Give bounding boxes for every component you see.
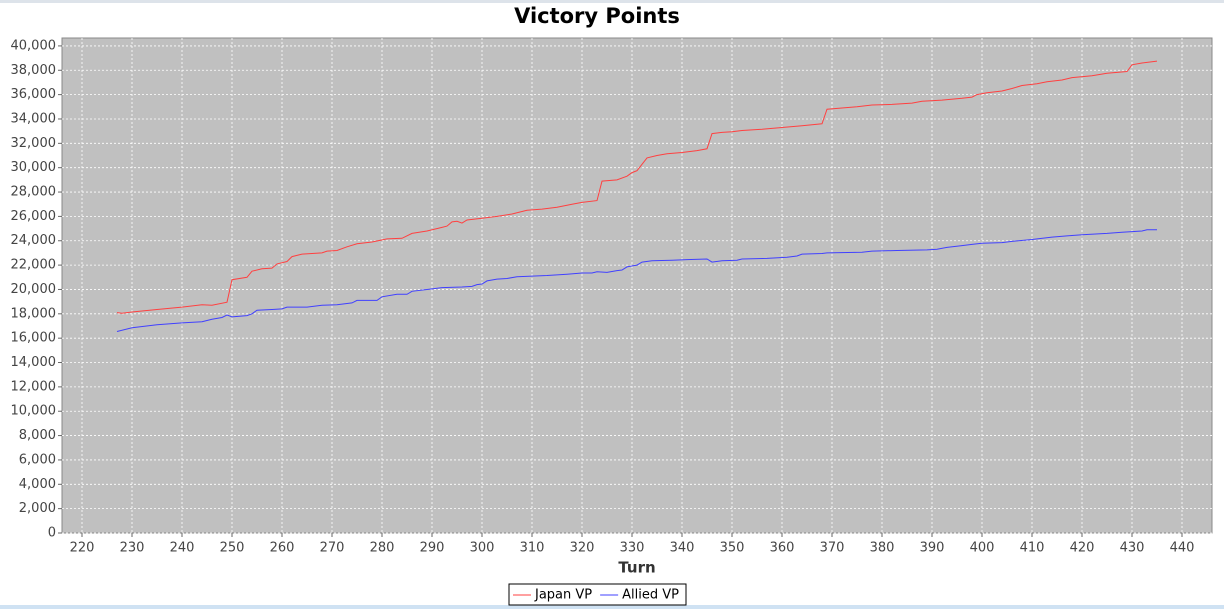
x-tick-label: 250	[220, 541, 245, 556]
y-tick-label: 6,000	[19, 452, 56, 467]
y-tick-label: 18,000	[11, 306, 57, 321]
y-tick-label: 14,000	[11, 355, 57, 370]
legend-label: Allied VP	[622, 588, 679, 603]
x-tick-label: 290	[420, 541, 445, 556]
x-tick-label: 220	[70, 541, 95, 556]
series-line	[116, 229, 1157, 332]
x-tick-label: 310	[520, 541, 545, 556]
x-tick-label: 340	[670, 541, 695, 556]
x-tick-label: 320	[570, 541, 595, 556]
x-tick-label: 240	[170, 541, 195, 556]
y-tick-label: 22,000	[11, 258, 57, 273]
x-tick-label: 350	[720, 541, 745, 556]
x-tick-label: 400	[970, 541, 995, 556]
x-tick-label: 440	[1170, 541, 1195, 556]
y-tick-label: 2,000	[19, 501, 56, 516]
y-tick-label: 38,000	[11, 63, 57, 78]
x-tick-label: 300	[470, 541, 495, 556]
x-tick-label: 420	[1070, 541, 1095, 556]
x-tick-label: 390	[920, 541, 945, 556]
y-tick-label: 34,000	[11, 111, 57, 126]
x-tick-label: 360	[770, 541, 795, 556]
x-tick-label: 280	[370, 541, 395, 556]
y-tick-label: 32,000	[11, 136, 57, 151]
y-tick-label: 36,000	[11, 87, 57, 102]
x-tick-label: 330	[620, 541, 645, 556]
y-tick-label: 10,000	[11, 404, 57, 419]
legend	[508, 583, 687, 606]
y-tick-label: 30,000	[11, 160, 57, 175]
y-tick-label: 20,000	[11, 282, 57, 297]
y-tick-label: 0	[48, 526, 56, 541]
y-tick-label: 8,000	[19, 428, 56, 443]
x-tick-label: 260	[270, 541, 295, 556]
x-tick-label: 380	[870, 541, 895, 556]
x-axis-title: Turn	[618, 559, 655, 577]
y-tick-label: 24,000	[11, 233, 57, 248]
y-tick-label: 26,000	[11, 209, 57, 224]
x-tick-label: 230	[120, 541, 145, 556]
x-tick-label: 370	[820, 541, 845, 556]
y-tick-label: 40,000	[11, 38, 57, 53]
plot-area	[61, 37, 1213, 534]
series-line	[116, 60, 1158, 314]
legend-label: Japan VP	[534, 588, 592, 603]
top-border	[0, 0, 1224, 3]
x-tick-label: 410	[1020, 541, 1045, 556]
x-tick-label: 270	[320, 541, 345, 556]
x-tick-label: 430	[1120, 541, 1145, 556]
y-tick-label: 28,000	[11, 185, 57, 200]
y-tick-label: 16,000	[11, 331, 57, 346]
y-tick-label: 4,000	[19, 477, 56, 492]
chart-title: Victory Points	[514, 4, 680, 28]
y-tick-label: 12,000	[11, 379, 57, 394]
bottom-border	[0, 605, 1224, 609]
